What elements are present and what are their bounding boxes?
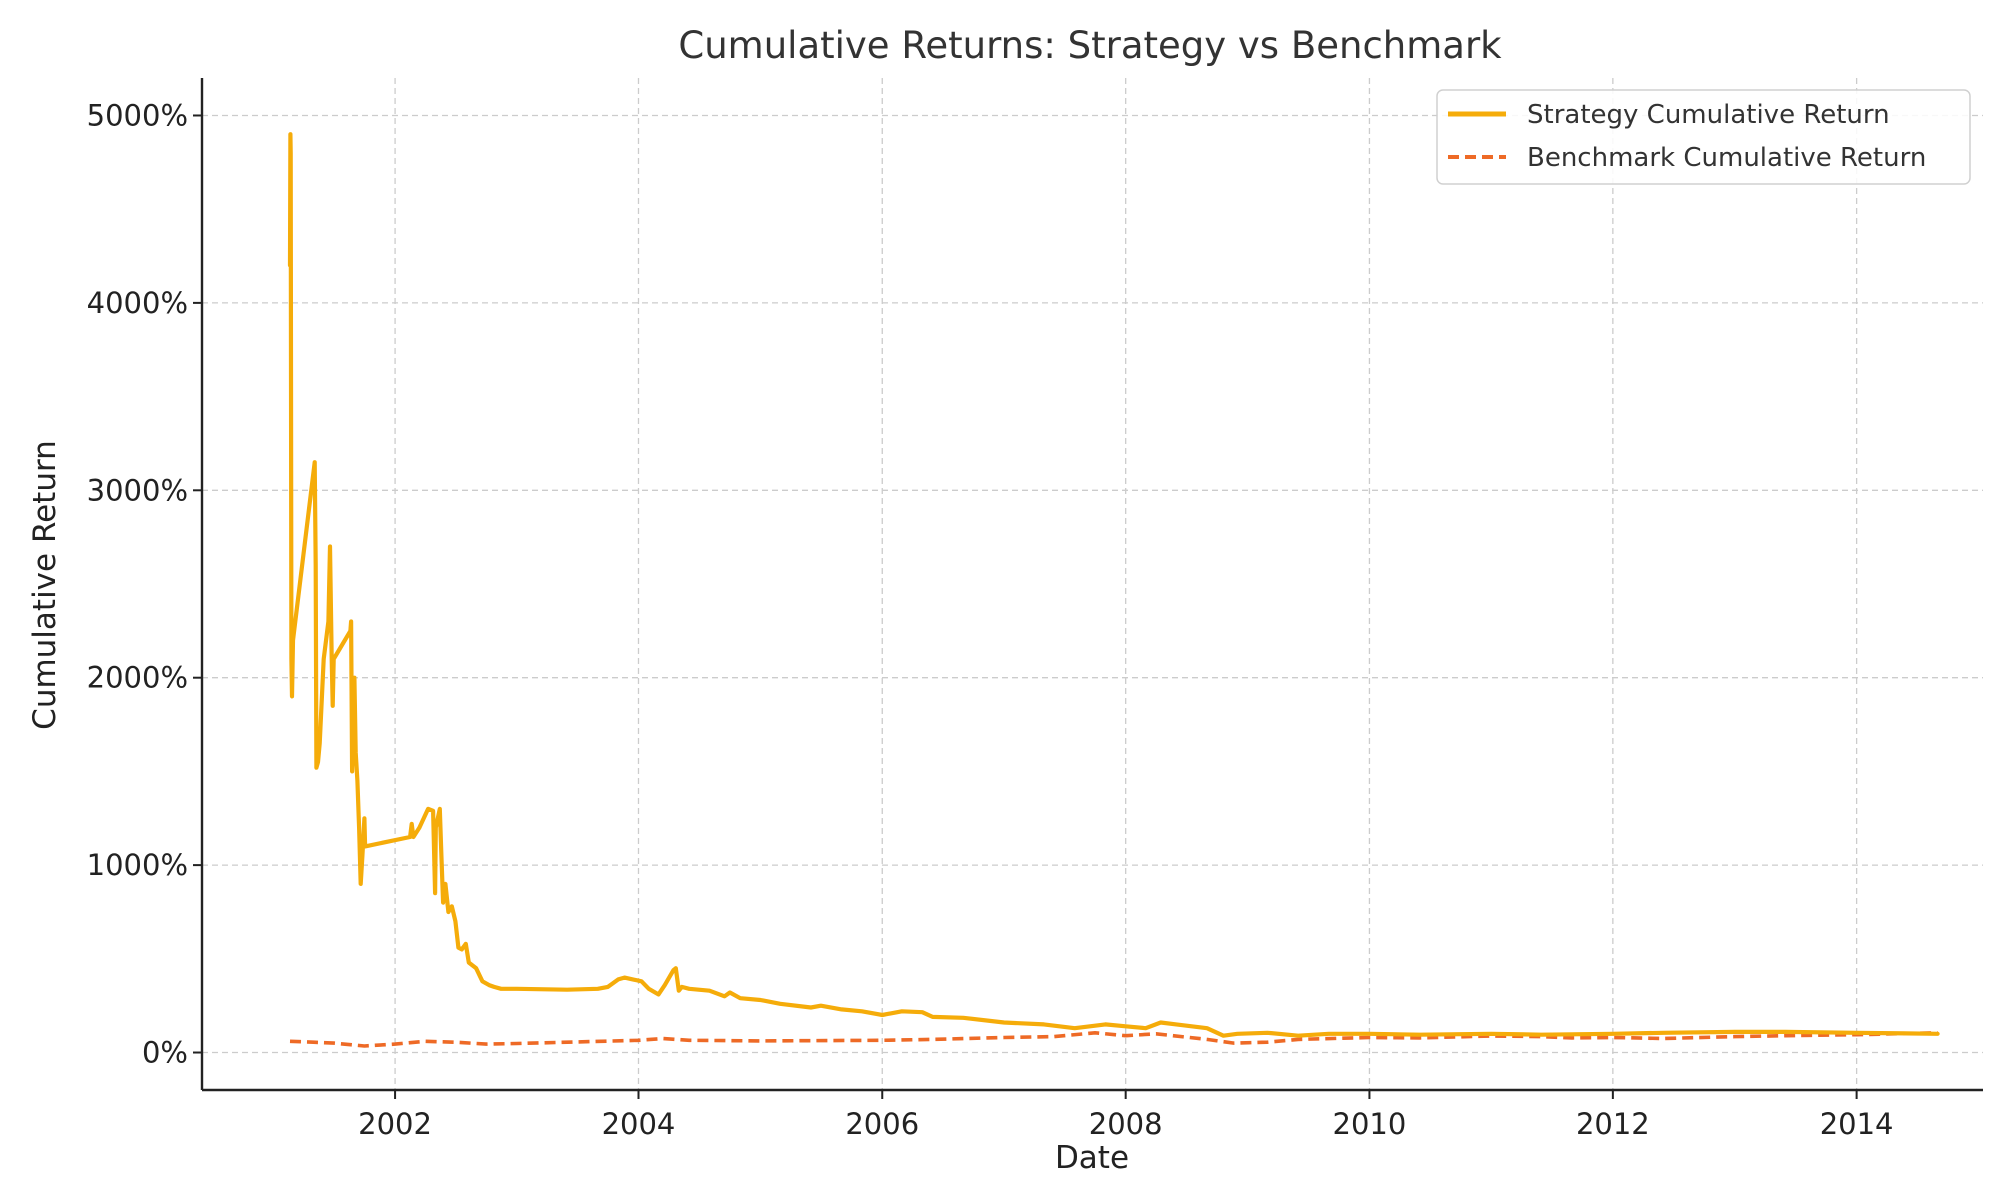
x-axis-label: Date [1055, 1140, 1129, 1176]
x-ticks: 2002 2004 2006 2008 2010 2012 2014 [358, 1090, 1894, 1141]
y-ticks: 0% 1000% 2000% 3000% 4000% 5000% [87, 98, 202, 1070]
series-lines [287, 132, 1940, 1048]
x-tick-label: 2004 [602, 1107, 676, 1141]
legend-box [1436, 89, 1971, 185]
x-tick-label: 2010 [1333, 1107, 1407, 1141]
x-tick-label: 2008 [1089, 1107, 1163, 1141]
grid-lines [202, 78, 1983, 1090]
y-tick-label: 3000% [87, 473, 188, 507]
x-tick-label: 2012 [1576, 1107, 1650, 1141]
strategy-series-line [287, 132, 1940, 1038]
legend: Strategy Cumulative Return Benchmark Cum… [1436, 89, 1971, 185]
x-tick-label: 2002 [358, 1107, 432, 1141]
y-tick-label: 1000% [87, 848, 188, 882]
axes [200, 78, 1983, 1092]
legend-strategy-label: Strategy Cumulative Return [1527, 100, 1890, 130]
y-tick-label: 2000% [87, 661, 188, 695]
y-tick-label: 5000% [87, 98, 188, 132]
benchmark-series-line [289, 1031, 1938, 1048]
x-tick-label: 2006 [845, 1107, 919, 1141]
chart-title: Cumulative Returns: Strategy vs Benchmar… [678, 24, 1502, 67]
y-axis-label: Cumulative Return [27, 440, 63, 730]
x-tick-label: 2014 [1820, 1107, 1894, 1141]
y-tick-label: 4000% [87, 286, 188, 320]
legend-benchmark-label: Benchmark Cumulative Return [1527, 143, 1926, 173]
y-tick-label: 0% [142, 1036, 188, 1070]
